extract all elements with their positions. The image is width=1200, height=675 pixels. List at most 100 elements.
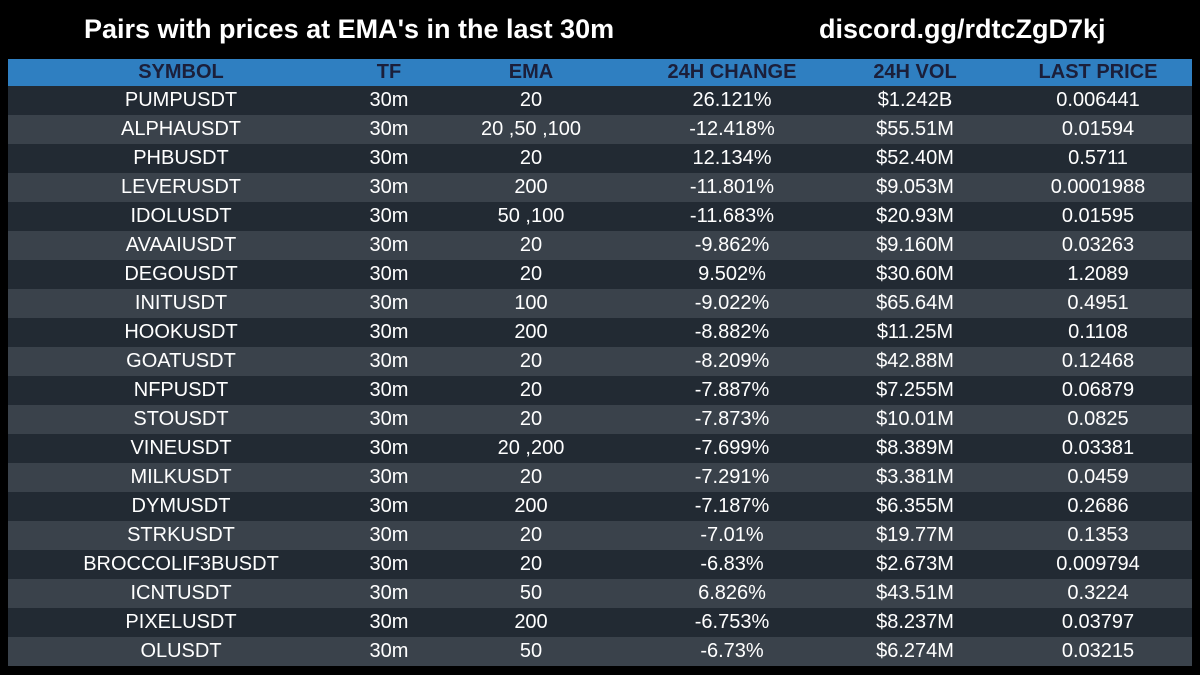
symbol-cell: INITUSDT: [134, 292, 228, 314]
table-row: PHBUSDT 30m 20 12.134% $52.40M 0.5711: [8, 144, 1192, 173]
volume-cell: $43.51M: [876, 582, 954, 604]
tf-cell: 30m: [369, 408, 409, 430]
tf-cell: 30m: [369, 640, 409, 662]
symbol-cell: VINEUSDT: [130, 437, 232, 459]
volume-cell: $65.64M: [876, 292, 954, 314]
tf-cell: 30m: [369, 234, 409, 256]
tf-cell: 30m: [369, 553, 409, 575]
column-header-last-price: LAST PRICE: [1038, 61, 1158, 83]
change-cell: -6.753%: [694, 611, 770, 633]
ema-cell: 20: [519, 524, 543, 546]
table-row: AVAAIUSDT 30m 20 -9.862% $9.160M 0.03263: [8, 231, 1192, 260]
price-cell: 0.0825: [1067, 408, 1129, 430]
change-cell: -6.73%: [700, 640, 764, 662]
tf-cell: 30m: [369, 350, 409, 372]
ema-cell: 50 ,100: [497, 205, 565, 227]
change-cell: -7.187%: [694, 495, 770, 517]
volume-cell: $6.355M: [876, 495, 954, 517]
tf-cell: 30m: [369, 437, 409, 459]
symbol-cell: IDOLUSDT: [130, 205, 232, 227]
table-row: ALPHAUSDT 30m 20 ,50 ,100 -12.418% $55.51M 0.…: [8, 115, 1192, 144]
price-cell: 1.2089: [1067, 263, 1129, 285]
symbol-cell: DEGOUSDT: [124, 263, 238, 285]
change-cell: -12.418%: [689, 118, 775, 140]
ema-cell: 20 ,50 ,100: [480, 118, 582, 140]
tf-cell: 30m: [369, 611, 409, 633]
change-cell: 26.121%: [692, 89, 772, 111]
table-row: DEGOUSDT 30m 20 9.502% $30.60M 1.2089: [8, 260, 1192, 289]
volume-cell: $10.01M: [876, 408, 954, 430]
price-cell: 0.1108: [1068, 321, 1128, 343]
tf-cell: 30m: [369, 176, 409, 198]
tf-cell: 30m: [369, 292, 409, 314]
ema-cell: 200: [514, 495, 548, 517]
price-cell: 0.03381: [1061, 437, 1135, 459]
ema-cell: 100: [514, 292, 548, 314]
ema-cell: 20 ,200: [497, 437, 565, 459]
price-cell: 0.0001988: [1050, 176, 1146, 198]
change-cell: -8.209%: [694, 350, 770, 372]
tf-cell: 30m: [369, 118, 409, 140]
page-title: Pairs with prices at EMA's in the last 3…: [84, 14, 615, 44]
ema-cell: 20: [519, 408, 543, 430]
ema-cell: 20: [519, 379, 543, 401]
table-row: HOOKUSDT 30m 200 -8.882% $11.25M 0.1108: [8, 318, 1192, 347]
change-cell: 12.134%: [692, 147, 772, 169]
table-row: OLUSDT 30m 50 -6.73% $6.274M 0.03215: [8, 637, 1192, 666]
table-row: BROCCOLIF3BUSDT 30m 20 -6.83% $2.673M 0.00979…: [8, 550, 1192, 579]
volume-cell: $42.88M: [876, 350, 954, 372]
volume-cell: $9.160M: [876, 234, 954, 256]
change-cell: -9.862%: [694, 234, 770, 256]
price-cell: 0.5711: [1068, 147, 1128, 169]
change-cell: -7.887%: [694, 379, 770, 401]
symbol-cell: DYMUSDT: [131, 495, 231, 517]
price-cell: 0.009794: [1056, 553, 1140, 575]
column-header-24h-change: 24H CHANGE: [667, 61, 797, 83]
table-row: IDOLUSDT 30m 50 ,100 -11.683% $20.93M 0.01595: [8, 202, 1192, 231]
table-row: PIXELUSDT 30m 200 -6.753% $8.237M 0.03797: [8, 608, 1192, 637]
symbol-cell: STOUSDT: [133, 408, 229, 430]
ema-cell: 200: [514, 321, 548, 343]
ema-cell: 20: [519, 350, 543, 372]
symbol-cell: STRKUSDT: [127, 524, 235, 546]
change-cell: -11.801%: [689, 176, 775, 198]
column-header-24h-vol: 24H VOL: [873, 61, 957, 83]
symbol-cell: LEVERUSDT: [120, 176, 242, 198]
tf-cell: 30m: [369, 321, 409, 343]
change-cell: -7.699%: [694, 437, 770, 459]
change-cell: 9.502%: [698, 263, 766, 285]
price-cell: 0.06879: [1061, 379, 1135, 401]
symbol-cell: PIXELUSDT: [125, 611, 237, 633]
tf-cell: 30m: [369, 263, 409, 285]
ema-cell: 20: [519, 553, 543, 575]
ema-cell: 20: [519, 263, 543, 285]
price-cell: 0.3224: [1067, 582, 1129, 604]
table-row: ICNTUSDT 30m 50 6.826% $43.51M 0.3224: [8, 579, 1192, 608]
volume-cell: $52.40M: [876, 147, 954, 169]
price-cell: 0.2686: [1067, 495, 1129, 517]
header: Pairs with prices at EMA's in the last 3…: [0, 0, 1200, 60]
tf-cell: 30m: [369, 582, 409, 604]
symbol-cell: OLUSDT: [140, 640, 222, 662]
volume-cell: $3.381M: [876, 466, 954, 488]
table-row: LEVERUSDT 30m 200 -11.801% $9.053M 0.0001988: [8, 173, 1192, 202]
symbol-cell: PUMPUSDT: [124, 89, 238, 111]
column-header-tf: TF: [376, 61, 402, 83]
tf-cell: 30m: [369, 89, 409, 111]
column-header-ema: EMA: [508, 61, 554, 83]
ema-cell: 200: [514, 611, 548, 633]
price-cell: 0.006441: [1056, 89, 1140, 111]
price-cell: 0.4951: [1067, 292, 1129, 314]
symbol-cell: MILKUSDT: [130, 466, 232, 488]
table-row: GOATUSDT 30m 20 -8.209% $42.88M 0.12468: [8, 347, 1192, 376]
ema-cell: 50: [519, 582, 543, 604]
ema-pairs-table: SYMBOL TF EMA 24H CHANGE 24H VOL LAST PR…: [8, 59, 1192, 666]
volume-cell: $2.673M: [876, 553, 954, 575]
discord-link[interactable]: discord.gg/rdtcZgD7kj: [819, 14, 1106, 44]
change-cell: 6.826%: [698, 582, 766, 604]
ema-cell: 50: [519, 640, 543, 662]
change-cell: -8.882%: [694, 321, 770, 343]
ema-cell: 20: [519, 89, 543, 111]
change-cell: -7.291%: [694, 466, 770, 488]
table-row: STOUSDT 30m 20 -7.873% $10.01M 0.0825: [8, 405, 1192, 434]
